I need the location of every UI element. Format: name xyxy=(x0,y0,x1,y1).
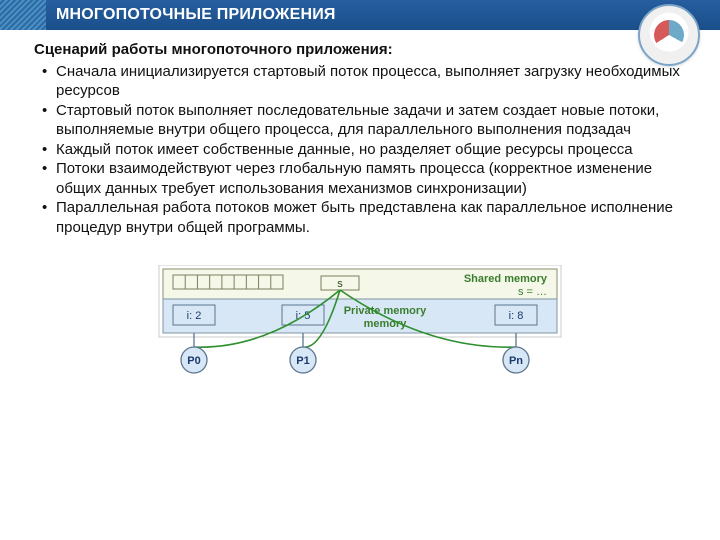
org-logo xyxy=(638,4,700,66)
bullet-text: Потоки взаимодействуют через глобальную … xyxy=(56,160,652,197)
svg-text:s: s xyxy=(337,278,343,290)
svg-text:Pn: Pn xyxy=(509,355,523,367)
bullet-item: Параллельная работа потоков может быть п… xyxy=(38,198,686,237)
bullet-list: Сначала инициализируется стартовый поток… xyxy=(34,62,686,238)
svg-text:i: 8: i: 8 xyxy=(509,310,524,322)
content-area: Сценарий работы многопоточного приложени… xyxy=(0,30,720,395)
header-accent xyxy=(0,0,46,30)
bullet-item: Сначала инициализируется стартовый поток… xyxy=(38,62,686,101)
bullet-text: Каждый поток имеет собственные данные, н… xyxy=(56,141,633,158)
bullet-text: Параллельная работа потоков может быть п… xyxy=(56,199,673,236)
svg-text:Private memory: Private memory xyxy=(344,305,427,317)
svg-text:s = …: s = … xyxy=(518,286,547,298)
bullet-text: Сначала инициализируется стартовый поток… xyxy=(56,63,680,100)
memory-diagram-svg: sShared memorys = …i: 2i: 5i: 8Private m… xyxy=(155,265,565,395)
svg-text:P1: P1 xyxy=(296,355,309,367)
org-logo-inner xyxy=(654,20,684,50)
slide-title: МНОГОПОТОЧНЫЕ ПРИЛОЖЕНИЯ xyxy=(56,6,336,24)
bullet-text: Стартовый поток выполняет последовательн… xyxy=(56,102,659,139)
bullet-item: Каждый поток имеет собственные данные, н… xyxy=(38,140,686,160)
memory-diagram: sShared memorys = …i: 2i: 5i: 8Private m… xyxy=(34,265,686,395)
bullet-item: Стартовый поток выполняет последовательн… xyxy=(38,101,686,140)
content-heading: Сценарий работы многопоточного приложени… xyxy=(34,40,686,60)
slide-header: МНОГОПОТОЧНЫЕ ПРИЛОЖЕНИЯ xyxy=(0,0,720,30)
svg-text:Shared memory: Shared memory xyxy=(464,273,548,285)
bullet-item: Потоки взаимодействуют через глобальную … xyxy=(38,159,686,198)
svg-text:i: 2: i: 2 xyxy=(187,310,202,322)
svg-text:P0: P0 xyxy=(187,355,200,367)
